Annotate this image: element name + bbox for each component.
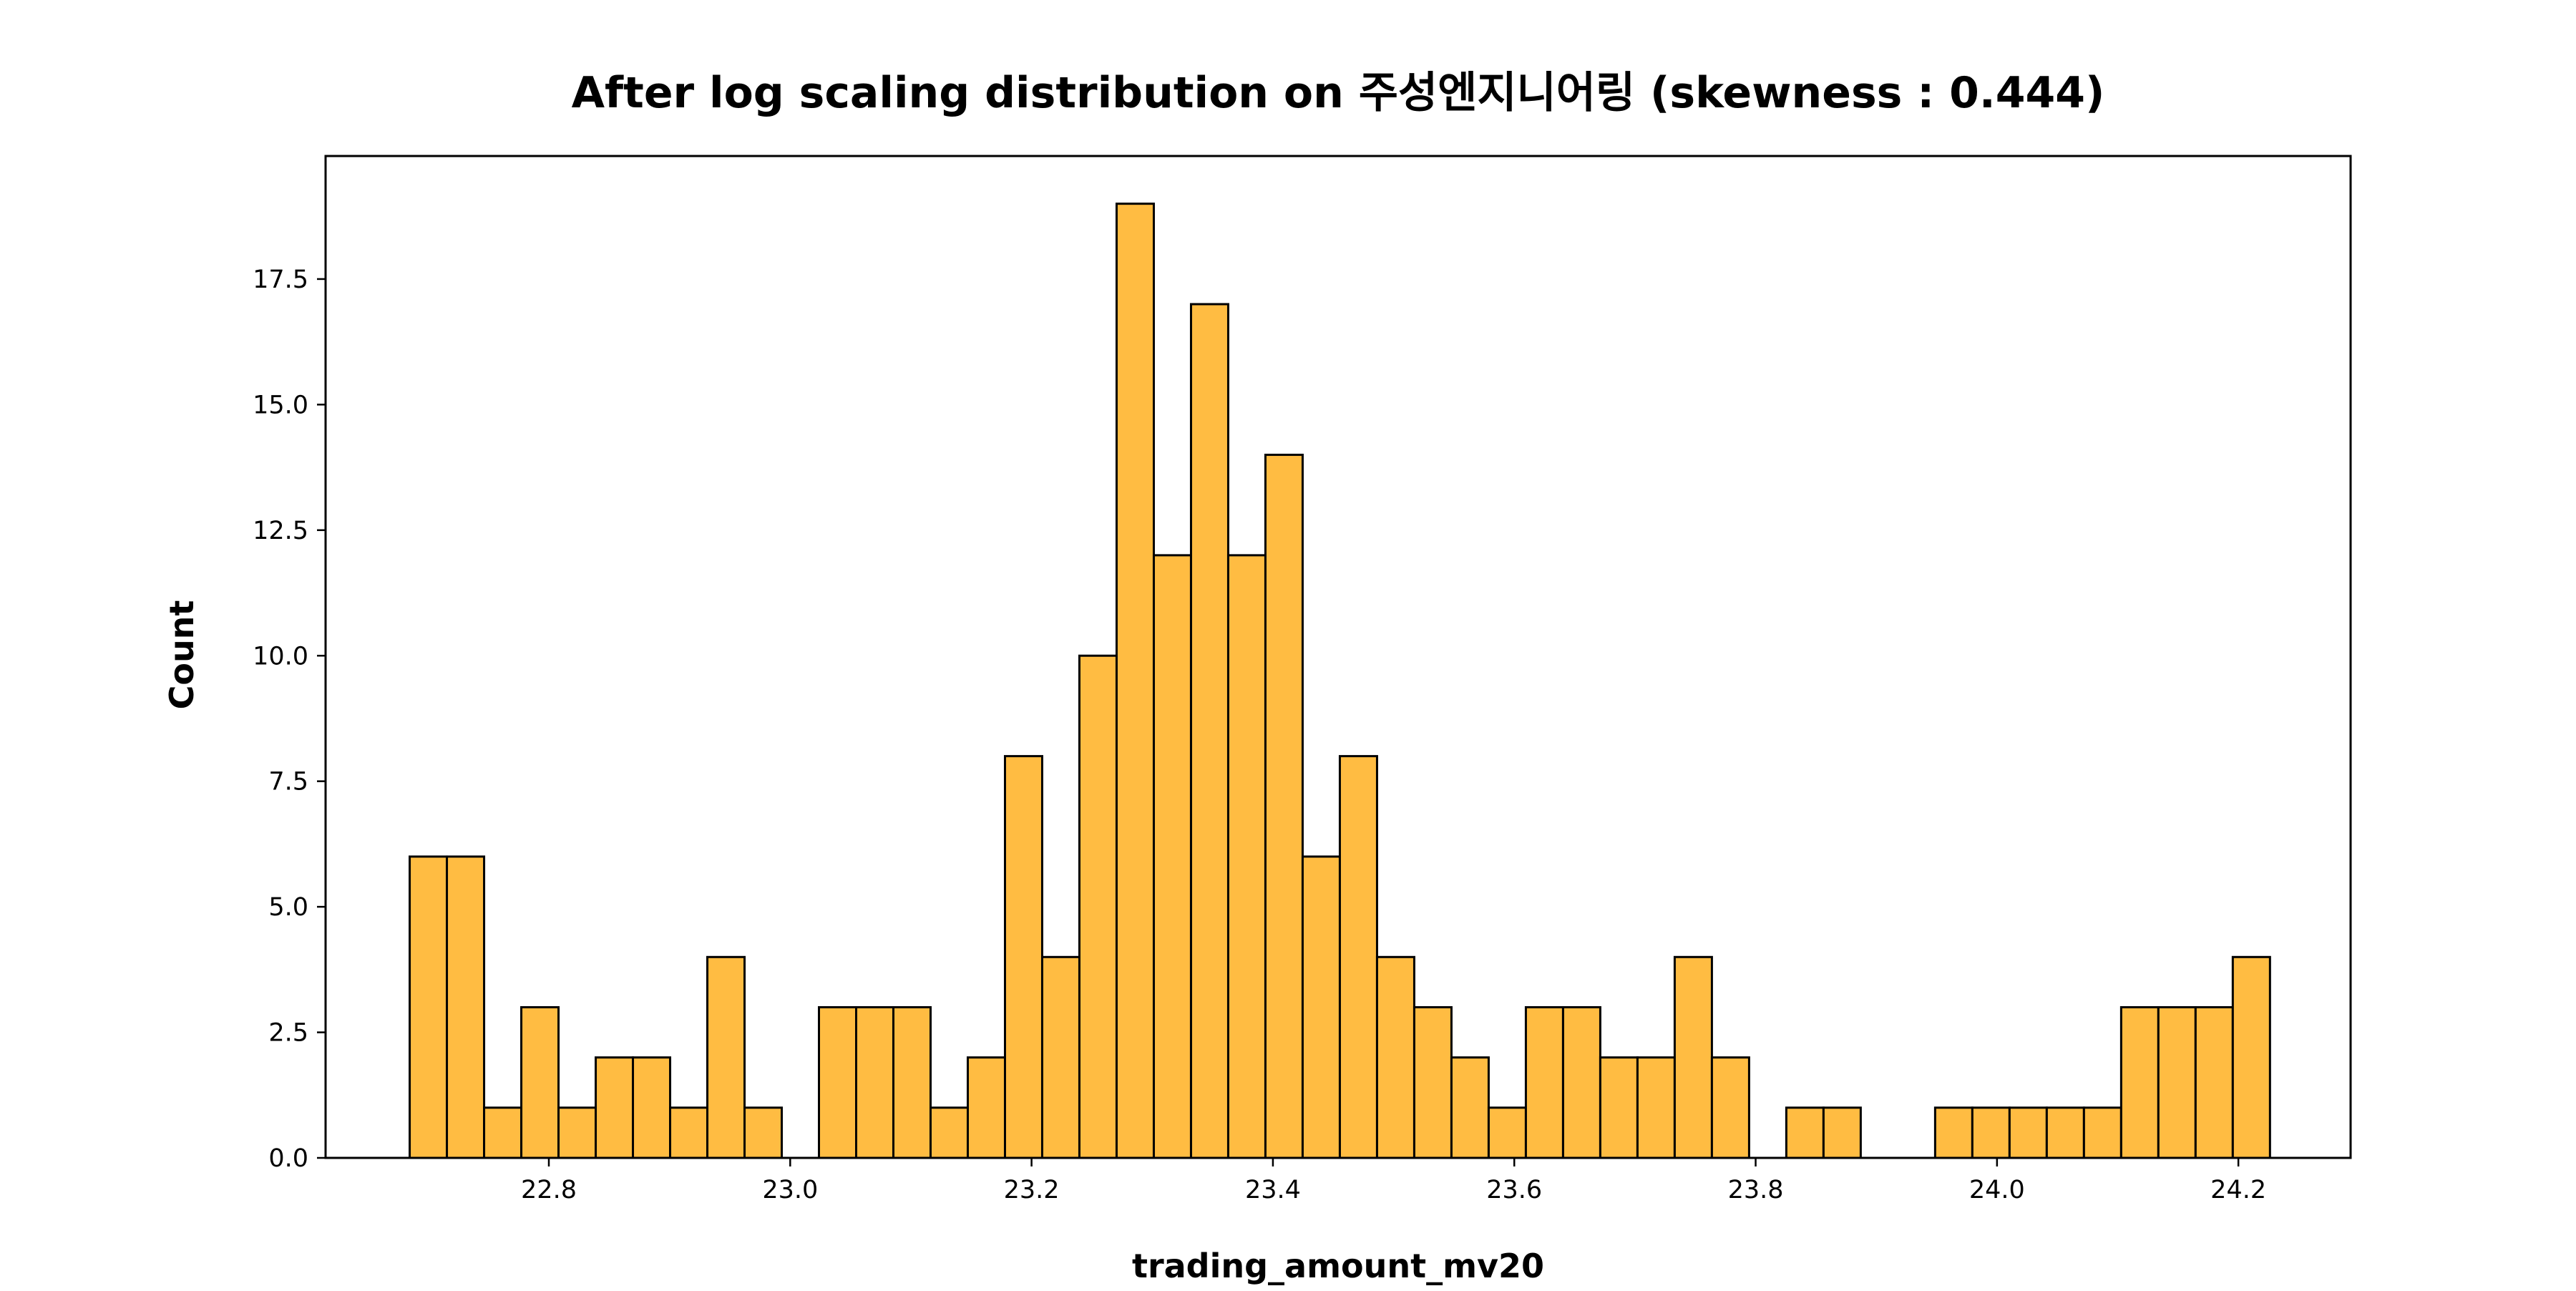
histogram-bar xyxy=(409,855,449,1159)
histogram-bar xyxy=(2157,1005,2197,1159)
x-tick-label: 23.4 xyxy=(1245,1176,1301,1204)
histogram-bar xyxy=(1933,1106,1974,1159)
ticks-layer: 22.8 23.0 23.2 23.4 23.6 23.8 24.0 24.2 0.0 2.5 5.… xyxy=(253,265,2266,1204)
histogram-bar xyxy=(855,1005,894,1159)
histogram-bar xyxy=(1710,1056,1750,1159)
histogram-bar xyxy=(557,1106,597,1159)
histogram-bar xyxy=(929,1106,969,1159)
histogram-bar xyxy=(1487,1106,1527,1159)
y-tick-label: 12.5 xyxy=(253,517,308,545)
histogram-bar xyxy=(706,955,746,1159)
histogram-bar xyxy=(1264,454,1304,1159)
histogram-bar xyxy=(1152,554,1192,1159)
y-tick-label: 17.5 xyxy=(253,265,308,294)
y-tick-label: 5.0 xyxy=(268,893,308,922)
x-tick-label: 22.8 xyxy=(521,1176,577,1204)
plot-area-frame xyxy=(324,155,2352,1159)
x-tick-label: 23.6 xyxy=(1486,1176,1542,1204)
histogram-bar xyxy=(520,1005,560,1159)
histogram-bar xyxy=(2008,1106,2048,1159)
histogram-bar xyxy=(669,1106,709,1159)
bars-layer xyxy=(409,203,2271,1159)
histogram-bar xyxy=(1375,955,1415,1159)
y-tick-label: 2.5 xyxy=(268,1019,308,1048)
histogram-bar xyxy=(1636,1056,1676,1159)
histogram-bar xyxy=(1115,203,1155,1159)
histogram-bar xyxy=(1003,755,1043,1159)
histogram-bar xyxy=(818,1005,857,1159)
histogram-bar xyxy=(1301,855,1341,1159)
histogram-bar xyxy=(1413,1005,1453,1159)
y-tick-label: 0.0 xyxy=(268,1144,308,1173)
chart-title: After log scaling distribution on 주성엔지니어… xyxy=(572,68,2105,118)
x-tick-label: 23.8 xyxy=(1728,1176,1784,1204)
histogram-bar xyxy=(966,1056,1006,1159)
histogram-bar xyxy=(1338,755,1378,1159)
histogram-bar xyxy=(483,1106,523,1159)
y-tick-label: 10.0 xyxy=(253,642,308,671)
x-tick-label: 24.0 xyxy=(1969,1176,2025,1204)
histogram-bar xyxy=(1524,1005,1564,1159)
histogram-bar xyxy=(1673,955,1713,1159)
histogram-bar xyxy=(1822,1106,1862,1159)
y-tick-label: 7.5 xyxy=(268,768,308,796)
histogram-bar xyxy=(1561,1005,1601,1159)
histogram-bar xyxy=(892,1005,932,1159)
x-tick-label: 23.2 xyxy=(1004,1176,1060,1204)
x-tick-label: 23.0 xyxy=(762,1176,818,1204)
histogram-bar xyxy=(1971,1106,2011,1159)
histogram-bar xyxy=(1450,1056,1490,1159)
histogram-bar xyxy=(743,1106,784,1159)
histogram-bar xyxy=(1599,1056,1639,1159)
histogram-bar xyxy=(446,855,486,1159)
y-tick-label: 15.0 xyxy=(253,391,308,419)
histogram-bar xyxy=(2194,1005,2234,1159)
histogram-bar xyxy=(1189,303,1229,1159)
histogram-bar xyxy=(1226,554,1267,1159)
histogram-bar xyxy=(2231,955,2271,1159)
histogram-bar xyxy=(1078,654,1118,1159)
x-tick-label: 24.2 xyxy=(2210,1176,2266,1204)
histogram-bar xyxy=(1040,955,1080,1159)
histogram-bar xyxy=(595,1056,635,1159)
histogram-bar xyxy=(2045,1106,2085,1159)
y-axis-label: Count xyxy=(162,600,201,710)
x-axis-label: trading_amount_mv20 xyxy=(1132,1247,1544,1285)
histogram-bar xyxy=(632,1056,672,1159)
histogram-bar xyxy=(1785,1106,1825,1159)
histogram-bar xyxy=(2082,1106,2122,1159)
histogram-bar xyxy=(2119,1005,2160,1159)
